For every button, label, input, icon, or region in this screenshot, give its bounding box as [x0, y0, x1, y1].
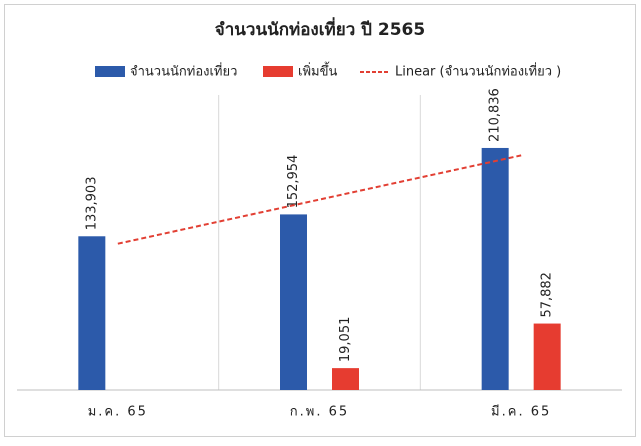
data-label: 19,051: [338, 317, 353, 363]
trendline: [117, 154, 522, 245]
data-label: 210,836: [488, 88, 503, 142]
legend-label: Linear (จำนวนนักท่องเที่ยว ): [395, 63, 561, 80]
data-label: 57,882: [540, 272, 555, 318]
bar: [280, 214, 307, 390]
bar: [533, 323, 561, 390]
legend-label: เพิ่มขึ้น: [298, 62, 337, 80]
x-tick-label: ก.พ. 65: [290, 405, 349, 420]
legend-swatch: [263, 66, 293, 77]
chart-title: จำนวนนักท่องเที่ยว ปี 2565: [215, 17, 425, 40]
data-label: 152,954: [286, 155, 301, 209]
x-tick-label: ม.ค. 65: [88, 405, 148, 420]
bar: [332, 368, 359, 390]
bar: [78, 236, 106, 390]
bar: [481, 147, 509, 390]
x-tick-label: มี.ค. 65: [491, 404, 551, 420]
data-label: 133,903: [84, 177, 99, 231]
legend-swatch: [95, 66, 125, 77]
legend-label: จำนวนนักท่องเที่ยว: [130, 63, 237, 80]
